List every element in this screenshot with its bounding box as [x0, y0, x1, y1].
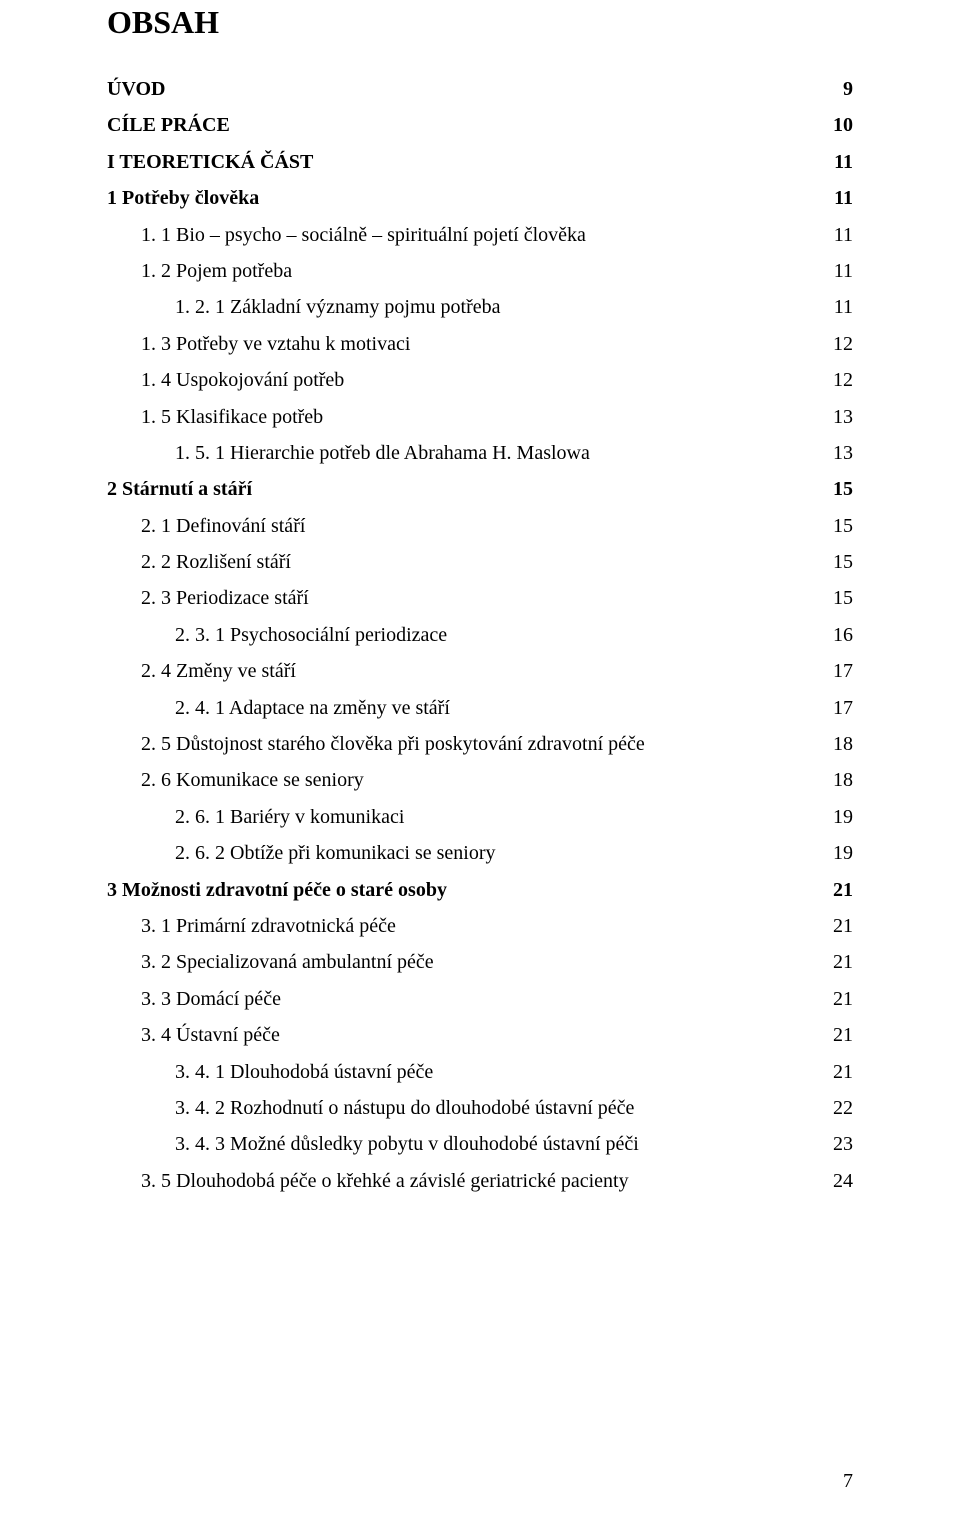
- toc-entry-label: 3. 5 Dlouhodobá péče o křehké a závislé …: [107, 1163, 813, 1199]
- toc-entry-label: 2. 1 Definování stáří: [107, 508, 813, 544]
- toc-entry-label: 3. 1 Primární zdravotnická péče: [107, 908, 813, 944]
- page-number: 7: [843, 1470, 853, 1493]
- toc-entry-page: 11: [813, 180, 853, 216]
- toc-row: 1. 1 Bio – psycho – sociálně – spirituál…: [107, 217, 853, 253]
- toc-entry-page: 19: [813, 835, 853, 871]
- toc-entry-label: I TEORETICKÁ ČÁST: [107, 144, 813, 180]
- toc-entry-label: 2. 5 Důstojnost starého člověka při posk…: [107, 726, 813, 762]
- toc-row: 3. 5 Dlouhodobá péče o křehké a závislé …: [107, 1163, 853, 1199]
- toc-entry-label: 1. 1 Bio – psycho – sociálně – spirituál…: [107, 217, 813, 253]
- toc-entry-label: 2. 4. 1 Adaptace na změny ve stáří: [107, 690, 813, 726]
- toc-entry-label: 3. 4. 3 Možné důsledky pobytu v dlouhodo…: [107, 1126, 813, 1162]
- toc-entry-label: 1. 5. 1 Hierarchie potřeb dle Abrahama H…: [107, 435, 813, 471]
- toc-row: 2. 6 Komunikace se seniory18: [107, 762, 853, 798]
- toc-entry-label: 1 Potřeby člověka: [107, 180, 813, 216]
- toc-row: 2. 4. 1 Adaptace na změny ve stáří17: [107, 690, 853, 726]
- toc-entry-label: 1. 2. 1 Základní významy pojmu potřeba: [107, 289, 813, 325]
- toc-entry-label: 1. 4 Uspokojování potřeb: [107, 362, 813, 398]
- toc-entry-page: 21: [813, 944, 853, 980]
- toc-row: 3. 3 Domácí péče21: [107, 981, 853, 1017]
- toc-title: OBSAH: [107, 4, 853, 41]
- toc-entry-page: 13: [813, 399, 853, 435]
- toc-entry-label: 3. 4. 1 Dlouhodobá ústavní péče: [107, 1054, 813, 1090]
- toc-row: 3. 4. 2 Rozhodnutí o nástupu do dlouhodo…: [107, 1090, 853, 1126]
- toc-entry-page: 11: [813, 253, 853, 289]
- toc-row: I TEORETICKÁ ČÁST11: [107, 144, 853, 180]
- toc-entry-page: 21: [813, 1054, 853, 1090]
- toc-row: 3 Možnosti zdravotní péče o staré osoby2…: [107, 872, 853, 908]
- toc-entry-label: 2. 6. 1 Bariéry v komunikaci: [107, 799, 813, 835]
- toc-entry-page: 17: [813, 690, 853, 726]
- toc-entry-page: 22: [813, 1090, 853, 1126]
- toc-entry-page: 11: [813, 144, 853, 180]
- toc-entry-page: 10: [813, 107, 853, 143]
- toc-entry-page: 17: [813, 653, 853, 689]
- toc-row: 2. 6. 1 Bariéry v komunikaci19: [107, 799, 853, 835]
- toc-entry-page: 11: [813, 217, 853, 253]
- toc-row: 1. 2 Pojem potřeba11: [107, 253, 853, 289]
- toc-row: 3. 2 Specializovaná ambulantní péče21: [107, 944, 853, 980]
- toc-entry-label: ÚVOD: [107, 71, 813, 107]
- toc-entry-page: 15: [813, 580, 853, 616]
- toc-row: 1 Potřeby člověka11: [107, 180, 853, 216]
- toc-entry-label: 3. 3 Domácí péče: [107, 981, 813, 1017]
- toc-row: 1. 5 Klasifikace potřeb13: [107, 399, 853, 435]
- toc-entry-label: 3. 4 Ústavní péče: [107, 1017, 813, 1053]
- toc-entry-page: 21: [813, 872, 853, 908]
- toc-row: 3. 4 Ústavní péče21: [107, 1017, 853, 1053]
- toc-entry-page: 21: [813, 1017, 853, 1053]
- toc-entry-page: 18: [813, 762, 853, 798]
- toc-entry-label: 1. 2 Pojem potřeba: [107, 253, 813, 289]
- toc-row: 3. 1 Primární zdravotnická péče21: [107, 908, 853, 944]
- toc-entry-label: 3. 2 Specializovaná ambulantní péče: [107, 944, 813, 980]
- toc-entry-label: 3. 4. 2 Rozhodnutí o nástupu do dlouhodo…: [107, 1090, 813, 1126]
- toc-row: 2. 4 Změny ve stáří17: [107, 653, 853, 689]
- toc-entry-page: 15: [813, 471, 853, 507]
- toc-row: 1. 2. 1 Základní významy pojmu potřeba11: [107, 289, 853, 325]
- toc-entry-page: 18: [813, 726, 853, 762]
- toc-entry-page: 11: [813, 289, 853, 325]
- toc-entry-label: 2. 2 Rozlišení stáří: [107, 544, 813, 580]
- toc-row: 2 Stárnutí a stáří15: [107, 471, 853, 507]
- toc-entry-page: 15: [813, 508, 853, 544]
- toc-row: 2. 6. 2 Obtíže při komunikaci se seniory…: [107, 835, 853, 871]
- toc-entry-page: 13: [813, 435, 853, 471]
- toc-entry-label: 2. 4 Změny ve stáří: [107, 653, 813, 689]
- toc-entry-page: 15: [813, 544, 853, 580]
- toc-entry-label: 1. 3 Potřeby ve vztahu k motivaci: [107, 326, 813, 362]
- toc-entry-label: 2. 3. 1 Psychosociální periodizace: [107, 617, 813, 653]
- toc-row: 3. 4. 3 Možné důsledky pobytu v dlouhodo…: [107, 1126, 853, 1162]
- toc-list: ÚVOD9CÍLE PRÁCE10I TEORETICKÁ ČÁST111 Po…: [107, 71, 853, 1199]
- toc-entry-label: 2. 6. 2 Obtíže při komunikaci se seniory: [107, 835, 813, 871]
- toc-entry-page: 21: [813, 981, 853, 1017]
- toc-entry-page: 9: [813, 71, 853, 107]
- toc-entry-page: 12: [813, 326, 853, 362]
- toc-row: 1. 4 Uspokojování potřeb12: [107, 362, 853, 398]
- toc-entry-page: 19: [813, 799, 853, 835]
- toc-entry-label: CÍLE PRÁCE: [107, 107, 813, 143]
- toc-entry-page: 21: [813, 908, 853, 944]
- toc-entry-label: 2 Stárnutí a stáří: [107, 471, 813, 507]
- toc-entry-label: 3 Možnosti zdravotní péče o staré osoby: [107, 872, 813, 908]
- toc-row: 2. 5 Důstojnost starého člověka při posk…: [107, 726, 853, 762]
- toc-row: 2. 3. 1 Psychosociální periodizace16: [107, 617, 853, 653]
- toc-entry-label: 2. 6 Komunikace se seniory: [107, 762, 813, 798]
- toc-entry-page: 16: [813, 617, 853, 653]
- toc-row: CÍLE PRÁCE10: [107, 107, 853, 143]
- toc-row: 2. 3 Periodizace stáří15: [107, 580, 853, 616]
- toc-entry-label: 1. 5 Klasifikace potřeb: [107, 399, 813, 435]
- toc-row: 1. 3 Potřeby ve vztahu k motivaci12: [107, 326, 853, 362]
- toc-entry-page: 23: [813, 1126, 853, 1162]
- toc-entry-page: 12: [813, 362, 853, 398]
- toc-row: 2. 1 Definování stáří15: [107, 508, 853, 544]
- toc-row: 1. 5. 1 Hierarchie potřeb dle Abrahama H…: [107, 435, 853, 471]
- toc-row: 3. 4. 1 Dlouhodobá ústavní péče21: [107, 1054, 853, 1090]
- toc-entry-page: 24: [813, 1163, 853, 1199]
- toc-row: ÚVOD9: [107, 71, 853, 107]
- toc-row: 2. 2 Rozlišení stáří15: [107, 544, 853, 580]
- toc-entry-label: 2. 3 Periodizace stáří: [107, 580, 813, 616]
